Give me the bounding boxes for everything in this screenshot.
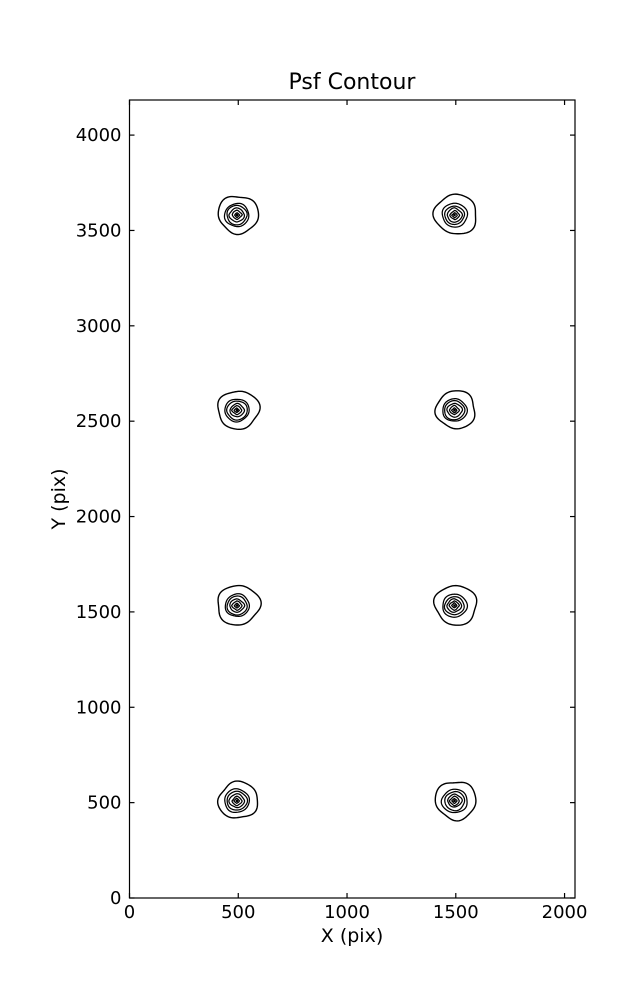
contour-ring-level-0 — [217, 584, 262, 626]
x-tick-label: 1000 — [324, 902, 370, 923]
contour-ring-level-5 — [233, 407, 241, 414]
contour-ring-level-3 — [228, 793, 246, 809]
contour-ring-level-3 — [228, 207, 246, 223]
contour-ring-level-2 — [444, 205, 466, 226]
x-tick-label: 500 — [221, 902, 255, 923]
axes-frame — [128, 99, 576, 899]
contour-ring-level-3 — [446, 598, 463, 613]
contour-ring-level-0 — [217, 195, 260, 236]
contour-ring-level-2 — [226, 400, 248, 421]
y-tick-label: 4000 — [76, 125, 122, 146]
contour-ring-level-4 — [231, 209, 243, 221]
contour-ring-level-5 — [450, 602, 458, 609]
contour-ring-level-5 — [233, 212, 241, 219]
contour-ring-level-3 — [229, 402, 246, 418]
contour-ring-level-2 — [443, 596, 465, 616]
contour-ring-level-0 — [216, 780, 259, 819]
y-axis-label: Y (pix) — [48, 468, 70, 530]
x-tick-label: 1500 — [433, 902, 479, 923]
contour-ring-level-2 — [226, 595, 248, 616]
psf-center-dot — [235, 799, 239, 803]
contour-ring-level-5 — [233, 602, 241, 609]
y-tick-label: 1500 — [76, 602, 122, 623]
psf-contour-blob — [432, 193, 477, 235]
y-tick-label: 500 — [87, 793, 121, 814]
y-tick-label: 3500 — [76, 220, 122, 241]
y-tick-label: 2500 — [76, 411, 122, 432]
contour-ring-level-0 — [432, 584, 478, 626]
psf-contour-blob — [217, 195, 260, 236]
contour-ring-level-0 — [434, 781, 477, 822]
y-tick-label: 1000 — [76, 697, 122, 718]
contour-ring-level-3 — [229, 598, 246, 613]
contour-ring-level-4 — [448, 795, 460, 807]
psf-contour-blob — [434, 390, 476, 430]
contour-ring-level-5 — [233, 797, 241, 805]
psf-contour-blob — [434, 781, 477, 822]
contour-ring-level-5 — [450, 407, 458, 414]
contour-ring-level-1 — [224, 398, 250, 423]
psf-center-dot — [453, 799, 456, 803]
y-tick-label: 0 — [110, 888, 121, 909]
psf-center-dot — [453, 408, 456, 412]
contour-ring-level-4 — [231, 404, 243, 416]
contour-ring-level-2 — [444, 399, 466, 421]
contour-ring-level-0 — [434, 390, 476, 430]
y-tick-label: 2000 — [76, 507, 122, 528]
psf-center-dot — [453, 604, 456, 607]
x-tick-label: 2000 — [542, 902, 588, 923]
contour-ring-level-4 — [449, 209, 461, 221]
contour-ring-level-2 — [444, 790, 466, 812]
contour-ring-level-1 — [442, 398, 468, 422]
contour-ring-level-1 — [224, 593, 251, 617]
contour-ring-level-1 — [440, 788, 468, 814]
contour-ring-level-4 — [448, 404, 461, 416]
psf-contour-blob — [432, 584, 478, 626]
contour-ring-level-3 — [447, 793, 463, 808]
contour-ring-level-1 — [224, 788, 251, 814]
contour-ring-level-3 — [446, 402, 464, 418]
psf-center-dot — [235, 408, 239, 412]
plot-title: Psf Contour — [288, 70, 416, 95]
psf-center-dot — [453, 213, 456, 217]
x-tick-label: 0 — [124, 902, 135, 923]
psf-center-dot — [235, 213, 239, 217]
contour-ring-level-1 — [223, 202, 250, 228]
contour-ring-level-1 — [442, 593, 469, 618]
contour-ring-level-4 — [231, 600, 243, 611]
x-axis-label: X (pix) — [320, 925, 384, 947]
contour-ring-level-0 — [217, 390, 261, 431]
psf-contour-blob — [217, 390, 261, 431]
contour-ring-level-4 — [448, 600, 461, 611]
contour-ring-level-2 — [226, 790, 249, 811]
contour-ring-level-3 — [446, 207, 464, 223]
contour-ring-level-0 — [432, 193, 477, 235]
psf-contour-blob — [216, 780, 259, 819]
contour-ring-level-4 — [231, 795, 243, 807]
contour-ring-level-5 — [451, 797, 458, 805]
contour-ring-level-5 — [451, 211, 458, 219]
psf-center-dot — [235, 604, 239, 607]
contour-ring-level-2 — [226, 204, 248, 226]
psf-contour-blob — [217, 584, 262, 626]
contour-ring-level-1 — [441, 202, 469, 228]
y-tick-label: 3000 — [76, 316, 122, 337]
